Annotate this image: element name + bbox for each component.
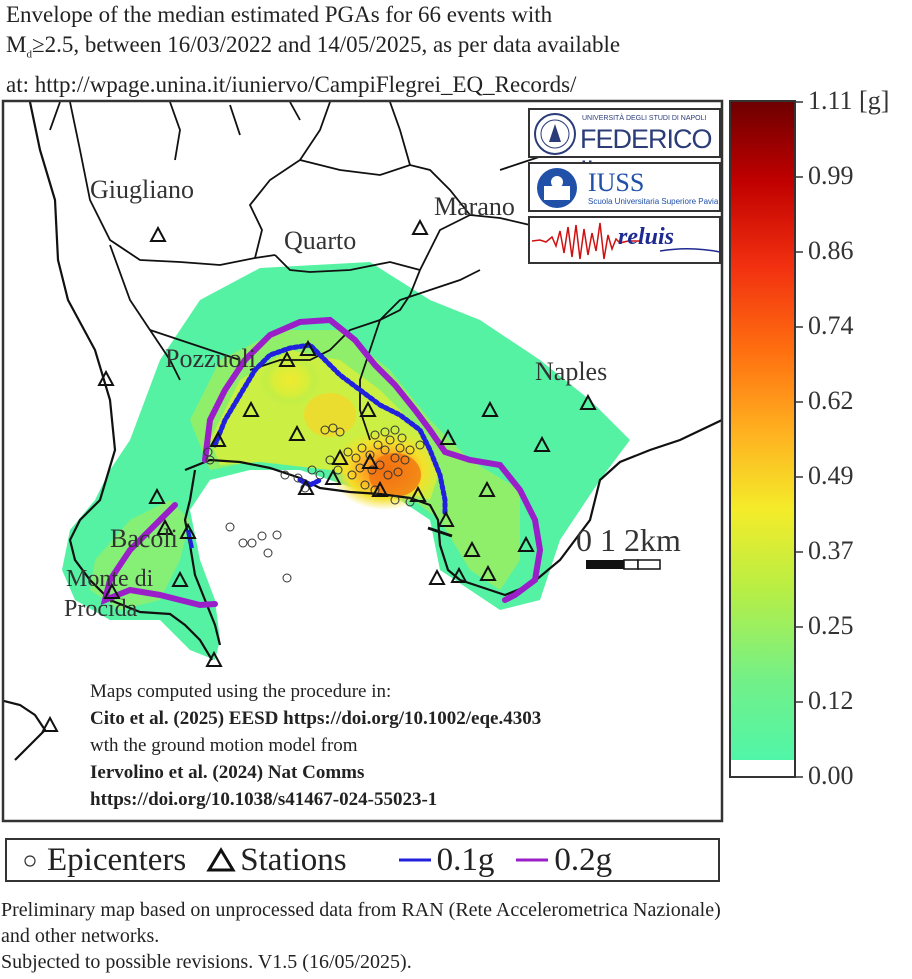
town-naples: Naples	[535, 357, 608, 386]
station-marker	[288, 424, 306, 441]
station-marker	[359, 400, 377, 417]
station-marker	[479, 564, 497, 581]
colorbar-label: 0.86	[808, 236, 854, 265]
station-symbol-icon	[206, 847, 236, 872]
stations-layer	[41, 218, 597, 732]
station-marker	[179, 522, 197, 539]
note-line-4: Iervolino et al. (2024) Nat Comms	[90, 762, 365, 783]
station-marker	[171, 570, 189, 587]
station-marker	[156, 518, 174, 535]
legend-epicenters: Epicenters	[47, 841, 187, 878]
station-marker	[209, 430, 227, 447]
federico-seal-icon	[534, 113, 576, 155]
colorbar-label: 0.74	[808, 311, 854, 340]
station-marker	[371, 480, 389, 497]
title-line-2: Md≥2.5, between 16/03/2022 and 14/05/202…	[6, 32, 621, 61]
coastline	[3, 101, 722, 761]
title-line-3: at: http://wpage.unina.it/iuniervo/Campi…	[6, 71, 577, 97]
footer-line-2: and other networks.	[1, 925, 160, 947]
colorbar-label: 0.49	[808, 461, 854, 490]
station-marker	[324, 468, 342, 485]
method-note: Maps computed using the procedure in: Ci…	[90, 678, 541, 813]
colorbar-label: 0.37	[808, 536, 854, 565]
map-legend: Epicenters Stations 0.1g 0.2g	[5, 838, 720, 882]
station-marker	[428, 568, 446, 585]
station-marker	[41, 715, 59, 732]
station-marker	[481, 400, 499, 417]
contour-0-1g	[212, 342, 448, 518]
note-line-5: https://doi.org/10.1038/s41467-024-55023…	[90, 789, 438, 810]
station-marker	[409, 485, 427, 502]
town-quarto: Quarto	[284, 226, 357, 255]
reluis-text: reluis	[618, 224, 675, 250]
note-line-3: wth the ground motion model from	[90, 735, 358, 756]
station-marker	[517, 535, 535, 552]
iuss-subtitle: Scuola Universitaria Superiore Pavia	[588, 197, 719, 206]
seismogram-icon	[532, 222, 642, 260]
town-marano: Marano	[434, 192, 515, 221]
logo-reluis: reluis	[528, 216, 721, 264]
colorbar-label: 0.12	[808, 686, 854, 715]
title-line-1: Envelope of the median estimated PGAs fo…	[6, 2, 553, 27]
legend-stations: Stations	[240, 841, 347, 878]
town-bacoli: Bacoli	[110, 524, 178, 553]
station-marker	[411, 218, 429, 235]
station-marker	[331, 448, 349, 465]
contour-0-2g	[100, 316, 544, 609]
colorbar-label: 0.62	[808, 386, 854, 415]
station-marker	[579, 393, 597, 410]
colorbar	[729, 100, 803, 778]
station-marker	[533, 435, 551, 452]
iuss-emblem-icon	[537, 168, 577, 208]
iuss-text: IUSS	[588, 168, 645, 197]
line-0-2g-symbol-icon	[516, 858, 549, 862]
station-marker	[297, 478, 315, 495]
station-marker	[437, 510, 455, 527]
reluis-underline-icon	[660, 248, 720, 253]
town-monte-di: Monte di	[66, 566, 154, 592]
town-giugliano: Giugliano	[90, 175, 194, 204]
town-pozzuoli: Pozzuoli	[165, 344, 256, 373]
map-frame	[1, 99, 724, 823]
scale-bar	[586, 559, 661, 570]
logo-federico: UNIVERSITÀ DEGLI STUDI DI NAPOLI FEDERIC…	[528, 108, 721, 185]
epicenter-symbol-icon	[24, 855, 36, 867]
station-marker	[299, 339, 317, 356]
station-marker	[205, 650, 223, 667]
map-title: Envelope of the median estimated PGAs fo…	[6, 0, 906, 100]
footer-line-3: Subjected to possible revisions. V1.5 (1…	[1, 951, 412, 973]
station-marker	[242, 400, 260, 417]
colorbar-label: 1.11 [g]	[808, 86, 890, 115]
note-line-1: Maps computed using the procedure in:	[90, 681, 392, 702]
station-marker	[361, 452, 379, 469]
note-line-2: Cito et al. (2025) EESD https://doi.org/…	[90, 708, 542, 729]
town-procida: Procida	[64, 596, 138, 622]
legend-0-2g: 0.2g	[554, 841, 613, 878]
colorbar-label: 0.99	[808, 161, 854, 190]
logo-iuss: IUSS Scuola Universitaria Superiore Pavi…	[528, 162, 721, 212]
station-marker	[478, 480, 496, 497]
station-marker	[148, 487, 166, 504]
footer-note: Preliminary map based on unprocessed dat…	[1, 897, 721, 975]
station-marker	[103, 582, 121, 599]
federico-small-text: UNIVERSITÀ DEGLI STUDI DI NAPOLI	[582, 115, 707, 122]
colorbar-label: 0.00	[808, 761, 854, 790]
epicenters-layer	[203, 423, 425, 583]
footer-line-1: Preliminary map based on unprocessed dat…	[1, 899, 721, 921]
station-marker	[97, 369, 115, 386]
station-marker	[463, 540, 481, 557]
line-0-1g-symbol-icon	[398, 858, 431, 862]
scale-bar-label: 0 1 2km	[576, 522, 681, 558]
station-marker	[278, 350, 296, 367]
station-marker	[149, 225, 167, 242]
station-marker	[450, 566, 468, 583]
colorbar-label: 0.25	[808, 611, 854, 640]
station-marker	[439, 428, 457, 445]
legend-0-1g: 0.1g	[436, 841, 495, 878]
